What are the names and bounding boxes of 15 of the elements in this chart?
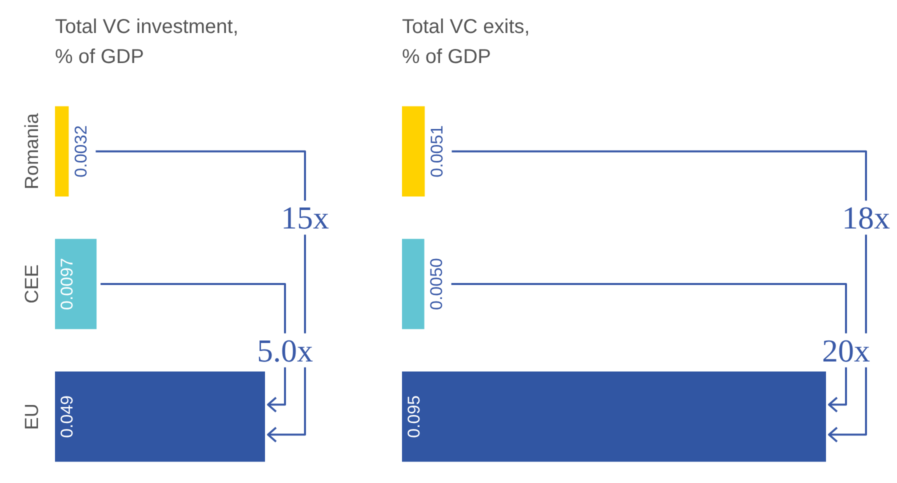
y-tick-label: EU bbox=[22, 403, 44, 430]
data-label: 0.095 bbox=[404, 395, 424, 438]
chart-title: Total VC investment, % of GDP bbox=[55, 15, 238, 70]
annotation: 5.0x bbox=[257, 332, 313, 368]
y-tick-label: CEE bbox=[22, 264, 44, 304]
chart-title: Total VC exits, % of GDP bbox=[402, 15, 530, 70]
data-label: 0.0051 bbox=[427, 125, 446, 178]
data-label: 0.0050 bbox=[427, 258, 446, 310]
y-tick-label: Romania bbox=[22, 112, 44, 190]
data-label: 0.0097 bbox=[58, 258, 77, 310]
text: 18x bbox=[842, 200, 890, 236]
annotation: 20x bbox=[822, 332, 870, 368]
text: 15x bbox=[281, 200, 329, 236]
data-label: 0.0032 bbox=[71, 125, 90, 178]
data-label: 0.049 bbox=[58, 395, 77, 438]
